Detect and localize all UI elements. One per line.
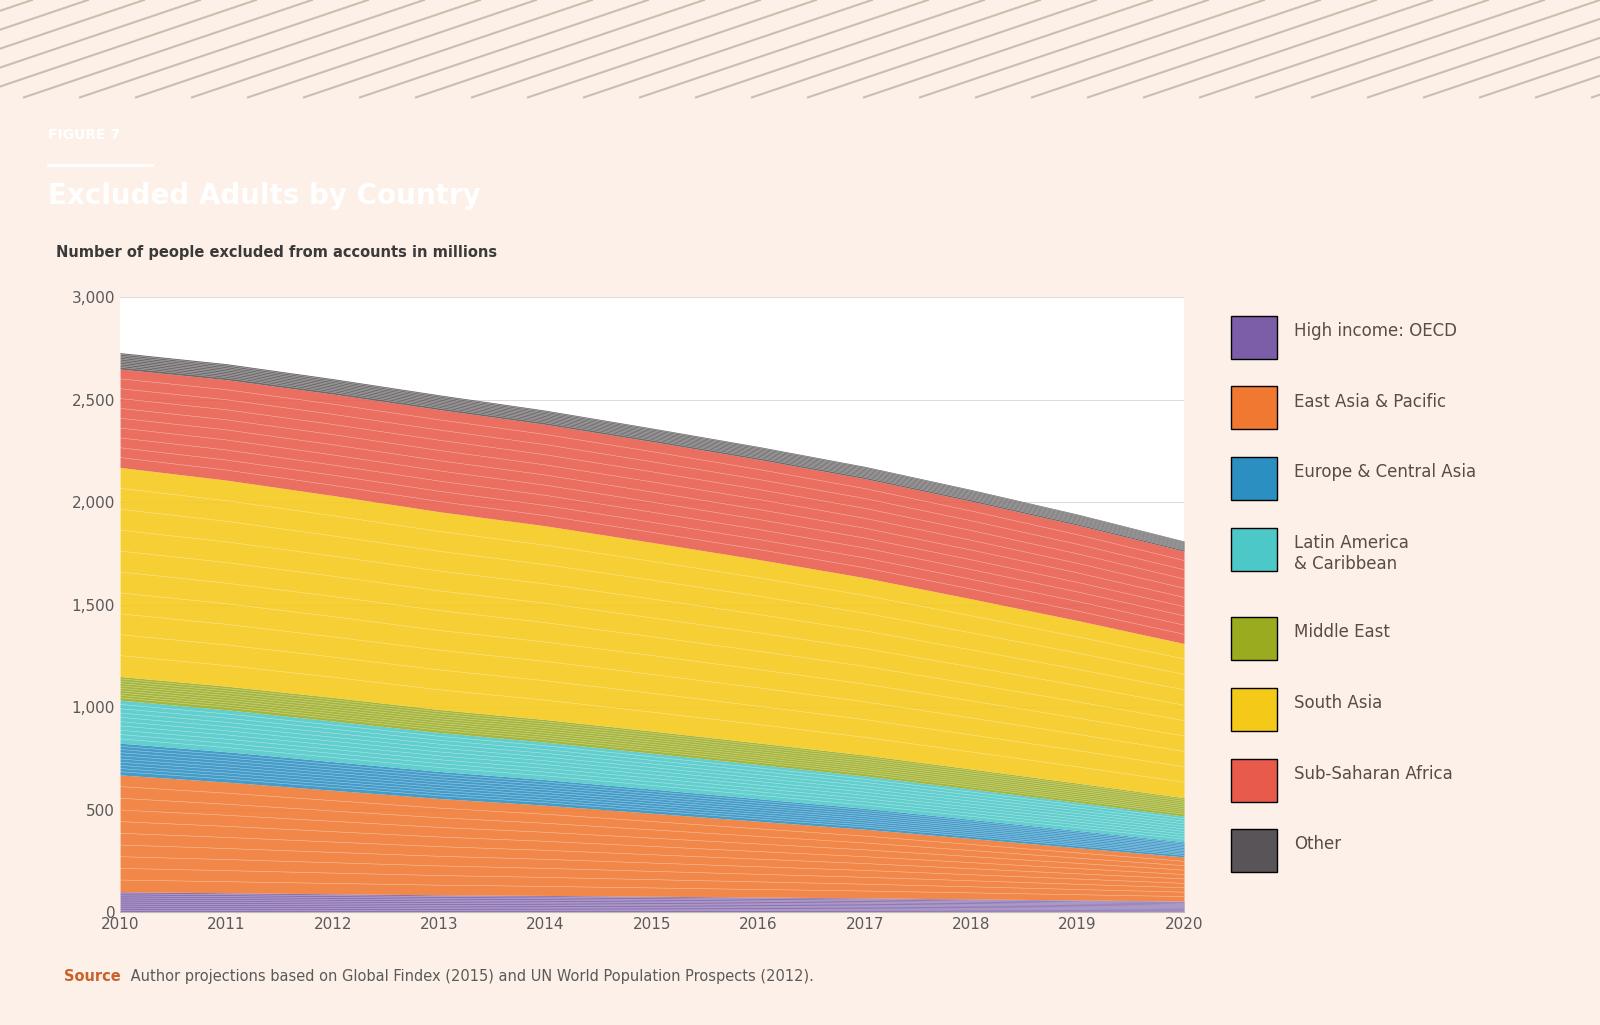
FancyBboxPatch shape — [1230, 829, 1277, 872]
Text: South Asia: South Asia — [1294, 694, 1382, 712]
Text: East Asia & Pacific: East Asia & Pacific — [1294, 393, 1446, 411]
FancyBboxPatch shape — [1230, 528, 1277, 571]
Text: Middle East: Middle East — [1294, 623, 1390, 642]
Text: Europe & Central Asia: Europe & Central Asia — [1294, 463, 1477, 482]
FancyBboxPatch shape — [1230, 758, 1277, 802]
Text: Number of people excluded from accounts in millions: Number of people excluded from accounts … — [56, 245, 498, 260]
Text: High income: OECD: High income: OECD — [1294, 322, 1458, 340]
Text: Excluded Adults by Country: Excluded Adults by Country — [48, 182, 480, 210]
FancyBboxPatch shape — [1230, 386, 1277, 429]
Text: Other: Other — [1294, 835, 1341, 854]
Text: Source: Source — [64, 969, 120, 984]
FancyBboxPatch shape — [1230, 316, 1277, 359]
FancyBboxPatch shape — [1230, 617, 1277, 660]
FancyBboxPatch shape — [1230, 688, 1277, 731]
FancyBboxPatch shape — [1230, 457, 1277, 500]
Text: Author projections based on Global Findex (2015) and UN World Population Prospec: Author projections based on Global Finde… — [126, 969, 814, 984]
Text: Latin America
& Caribbean: Latin America & Caribbean — [1294, 534, 1410, 573]
Text: FIGURE 7: FIGURE 7 — [48, 128, 120, 141]
Text: Sub-Saharan Africa: Sub-Saharan Africa — [1294, 765, 1453, 783]
